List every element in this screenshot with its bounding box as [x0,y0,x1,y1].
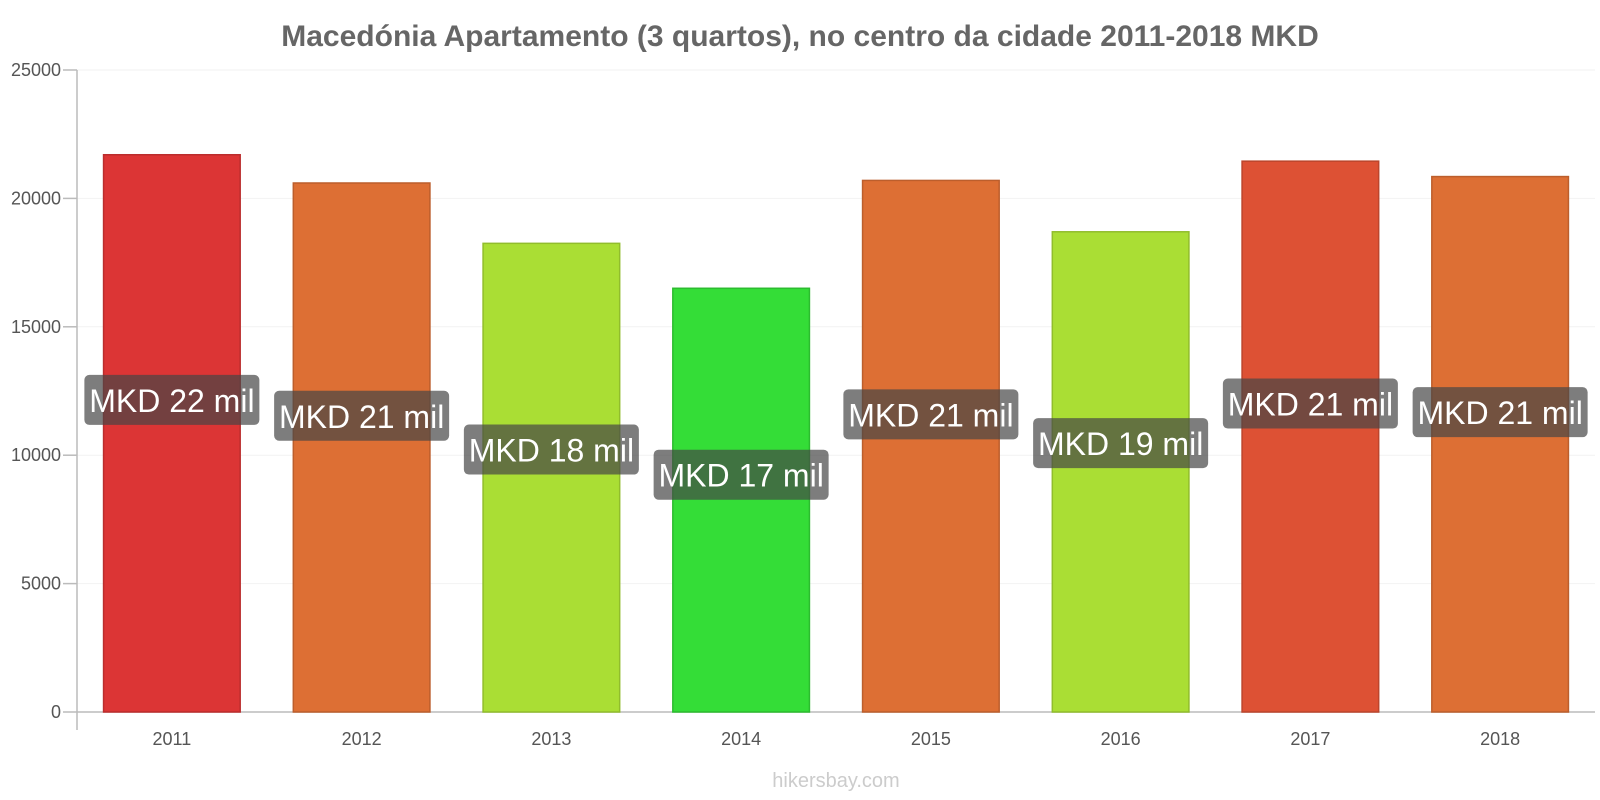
data-label-box [463,424,639,475]
bar-2018 [1431,175,1570,713]
y-tick-label: 25000 [11,60,61,80]
x-tick-label: 2018 [1480,729,1520,749]
data-label-text: MKD 18 mil [469,433,634,469]
data-labels: MKD 22 mil MKD 21 mil MKD 18 mil MKD 17 mil… [84,374,1588,500]
data-label-text: MKD 21 mil [1228,387,1393,423]
bar-2012 [292,182,431,713]
data-label-box [1222,378,1398,429]
y-axis-ticks: 0 5000 10000 15000 20000 25000 [11,60,77,722]
data-label-2018: MKD 21 mil [1412,387,1588,438]
chart-title: Macedónia Apartamento (3 quartos), no ce… [281,20,1319,53]
x-tick-label: 2017 [1290,729,1330,749]
data-label-2013: MKD 18 mil [463,424,639,475]
x-tick-label: 2011 [153,729,192,749]
data-label-box [1033,418,1209,469]
bar-2014 [672,287,811,713]
y-tick-label: 20000 [11,188,61,208]
x-tick-label: 2014 [721,729,761,749]
x-axis-categories: 2011 2012 2013 2014 2015 2016 2017 2018 [153,729,1521,749]
x-tick-label: 2016 [1101,729,1141,749]
y-tick-label: 0 [51,702,61,722]
data-label-text: MKD 21 mil [279,399,444,435]
source-watermark: hikersbay.com [772,770,899,792]
x-tick-label: 2013 [531,729,571,749]
data-label-box [84,374,260,425]
data-label-2016: MKD 19 mil [1033,418,1209,469]
y-tick-label: 10000 [11,445,61,465]
data-label-2015: MKD 21 mil [843,389,1019,440]
data-label-text: MKD 19 mil [1038,426,1203,462]
bar-2011 [102,153,241,713]
data-label-text: MKD 21 mil [1417,395,1582,431]
data-label-text: MKD 21 mil [848,397,1013,433]
bar-2013 [482,242,621,713]
data-label-text: MKD 17 mil [658,458,823,494]
data-label-box [1412,387,1588,438]
data-label-2012: MKD 21 mil [274,390,450,441]
data-label-box [843,389,1019,440]
bar-2015 [861,179,1000,713]
bar-2017 [1241,160,1380,713]
data-label-2017: MKD 21 mil [1222,378,1398,429]
bar-2016 [1051,231,1190,713]
data-label-2011: MKD 22 mil [84,374,260,425]
data-label-2014: MKD 17 mil [653,449,829,500]
x-tick-label: 2012 [342,729,382,749]
y-tick-label: 15000 [11,317,61,337]
data-label-text: MKD 22 mil [89,383,254,419]
y-tick-label: 5000 [21,574,61,594]
bars [102,153,1570,713]
x-tick-label: 2015 [911,729,951,749]
data-label-box [274,390,450,441]
data-label-box [653,449,829,500]
